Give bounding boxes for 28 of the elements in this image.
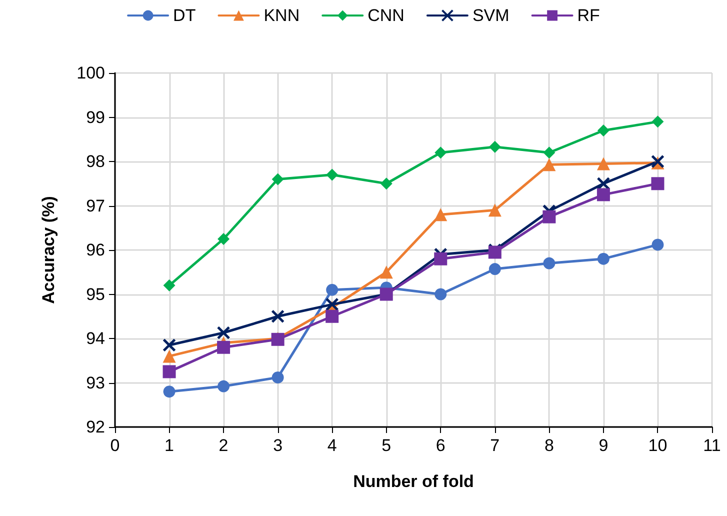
x-tick-label: 0 <box>110 436 120 455</box>
x-tick-label: 1 <box>164 436 174 455</box>
x-tick-label: 10 <box>648 436 668 455</box>
legend-label: DT <box>173 6 196 25</box>
y-tick-label: 98 <box>86 152 105 171</box>
x-tick-label: 3 <box>273 436 283 455</box>
y-tick-label: 92 <box>86 418 105 436</box>
x-tick-label: 11 <box>703 436 721 455</box>
x-tick-label: 2 <box>218 436 228 455</box>
legend-label: CNN <box>368 6 404 25</box>
y-tick-label: 97 <box>86 196 105 216</box>
x-tick-label: 7 <box>490 436 500 455</box>
y-tick-label: 99 <box>86 108 105 127</box>
y-tick-label: 96 <box>86 240 105 260</box>
y-axis-title: Accuracy (%) <box>39 196 58 304</box>
legend-label: RF <box>577 6 600 25</box>
x-axis-title: Number of fold <box>353 472 474 491</box>
x-tick-label: 5 <box>382 436 392 455</box>
legend-label: KNN <box>264 6 300 25</box>
y-tick-label: 100 <box>76 64 105 82</box>
y-tick-label: 93 <box>86 373 105 392</box>
x-tick-label: 9 <box>598 436 608 455</box>
y-tick-label: 95 <box>86 284 105 304</box>
x-tick-label: 4 <box>327 436 337 455</box>
y-tick-label: 94 <box>86 329 105 348</box>
legend-label: SVM <box>472 6 510 25</box>
x-tick-label: 6 <box>436 436 446 455</box>
x-tick-label: 8 <box>544 436 554 455</box>
